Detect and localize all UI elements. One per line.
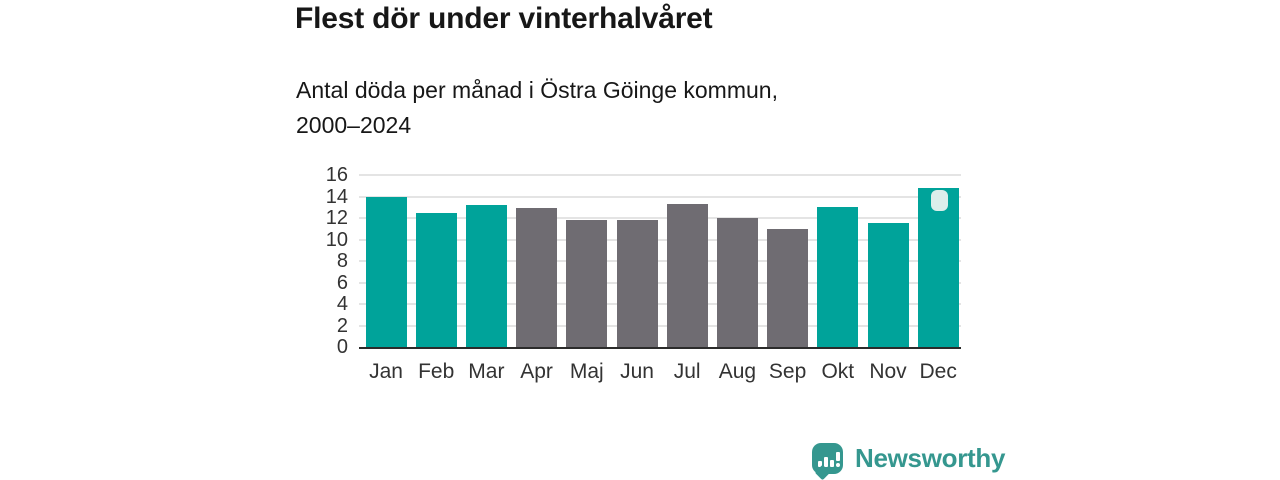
bar-apr	[516, 208, 558, 347]
plot-area	[359, 174, 961, 349]
y-tick-label-16: 16	[325, 164, 348, 186]
x-tick-label-apr: Apr	[520, 360, 553, 383]
bar-jul	[666, 204, 708, 347]
bar-dec	[917, 187, 959, 347]
gridline-8	[359, 260, 961, 262]
bar-aug	[716, 218, 758, 347]
x-tick-label-okt: Okt	[821, 360, 855, 383]
y-tick-label-10: 10	[325, 228, 348, 251]
gridline-4	[359, 303, 961, 305]
bar-okt	[817, 207, 859, 347]
newsworthy-logo: Newsworthy	[812, 443, 1006, 480]
mini-bar-chart-icon	[818, 452, 840, 467]
bar-nov	[867, 223, 909, 347]
bar-mar	[465, 205, 507, 347]
x-tick-label-dec: Dec	[919, 360, 957, 383]
mini-bar-2	[824, 457, 828, 467]
highlight-marker	[930, 189, 948, 211]
gridline-16	[359, 174, 961, 176]
bar-maj	[566, 220, 608, 347]
brand-name: Newsworthy	[855, 443, 1006, 473]
y-axis: 0 2 4 6 8 10 12 14 16	[0, 164, 348, 358]
x-tick-label-feb: Feb	[418, 360, 455, 383]
mini-bar-1	[818, 461, 822, 467]
x-tick-label-jun: Jun	[620, 360, 654, 383]
bar-jan	[365, 196, 407, 347]
x-tick-label-sep: Sep	[768, 360, 807, 383]
gridline-10	[359, 238, 961, 241]
exclamation-icon	[836, 452, 840, 467]
x-tick-label-aug: Aug	[718, 360, 757, 383]
speech-bubble-tail	[814, 464, 831, 480]
y-tick-label-14: 14	[325, 185, 348, 208]
y-tick-label-8: 8	[336, 250, 348, 272]
gridline-2	[359, 324, 961, 327]
chart-subtitle-line2: 2000–2024	[296, 112, 412, 138]
gridline-6	[359, 281, 961, 284]
y-tick-label-2: 2	[336, 314, 348, 337]
gridline-14	[359, 195, 961, 198]
newsworthy-icon	[812, 443, 843, 480]
y-tick-label-12: 12	[325, 207, 348, 229]
x-tick-label-mar: Mar	[468, 360, 505, 383]
x-tick-label-nov: Nov	[869, 360, 907, 383]
chart-subtitle: Antal döda per månad i Östra Göinge komm…	[296, 73, 778, 143]
y-tick-label-6: 6	[336, 271, 348, 294]
y-tick-label-0: 0	[336, 336, 348, 358]
gridline-12	[359, 217, 961, 219]
x-tick-label-jul: Jul	[673, 360, 701, 383]
mini-bar-3	[830, 460, 834, 467]
bar-feb	[415, 212, 457, 347]
y-tick-label-4: 4	[336, 293, 348, 315]
bar-sep	[767, 228, 809, 347]
x-axis: Jan Feb Mar Apr Maj Jun Jul Aug Sep Okt Nov Dec	[359, 358, 961, 388]
chart-title: Flest dör under vinterhalvåret	[295, 2, 713, 35]
bar-jun	[616, 220, 658, 347]
x-tick-label-jan: Jan	[369, 360, 403, 383]
x-tick-label-maj: Maj	[569, 360, 604, 383]
chart-subtitle-line1: Antal döda per månad i Östra Göinge komm…	[296, 77, 778, 103]
